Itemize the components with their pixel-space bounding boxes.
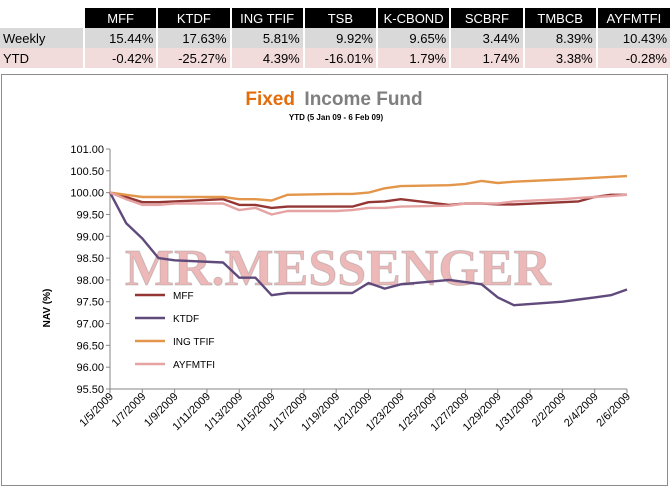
- table-header-row: MFF KTDF ING TFIF TSB K-CBOND SCBRF TMBC…: [0, 8, 670, 28]
- column-header: SCBRF: [449, 8, 524, 28]
- table-cell: -0.28%: [595, 48, 670, 68]
- y-tick-label: 98.50: [76, 253, 104, 265]
- y-tick-label: 97.50: [76, 297, 104, 309]
- column-header: KTDF: [156, 8, 231, 28]
- row-label: Weekly: [0, 28, 84, 48]
- column-header: AYFMTFI: [595, 8, 670, 28]
- series-line-mff: [109, 191, 627, 210]
- x-tick-label: 2/4/2009: [562, 391, 601, 430]
- table-cell: 1.79%: [375, 48, 451, 68]
- y-tick-label: 97.00: [76, 319, 104, 331]
- table-row-weekly: Weekly 15.44% 17.63% 5.81% 9.92% 9.65% 3…: [0, 28, 670, 48]
- table-cell: 15.44%: [82, 28, 158, 48]
- watermark: MR.MESSENGER: [125, 240, 553, 297]
- y-axis-title: NAV (%): [42, 289, 53, 328]
- y-tick-label: 96.00: [76, 362, 104, 374]
- column-header: K-CBOND: [375, 8, 451, 28]
- series-layer: [108, 174, 628, 307]
- series-line-ktdf: [108, 192, 628, 307]
- y-tick-label: 100.00: [70, 188, 104, 200]
- table-cell: 3.38%: [522, 48, 597, 68]
- chart-subtitle: YTD (5 Jan 09 - 6 Feb 09): [289, 113, 384, 122]
- chart-title: Fixed Income Fund: [245, 89, 422, 110]
- x-tick-label: 2/2/2009: [530, 391, 569, 430]
- x-tick-label: 1/7/2009: [110, 391, 149, 430]
- table-cell: 9.65%: [375, 28, 451, 48]
- chart-svg: Fixed Income Fund YTD (5 Jan 09 - 6 Feb …: [42, 89, 633, 434]
- table-cell: 9.92%: [302, 28, 377, 48]
- table-cell: -16.01%: [302, 48, 377, 68]
- table-cell: 10.43%: [595, 28, 670, 48]
- chart-area: Fixed Income Fund YTD (5 Jan 09 - 6 Feb …: [1, 74, 668, 486]
- x-tick-label: 2/6/2009: [594, 391, 633, 430]
- legend-label: MFF: [173, 291, 194, 302]
- legend: MFF KTDF ING TFIF AYFMTFI: [135, 291, 215, 371]
- y-tick-label: 95.50: [76, 384, 104, 396]
- y-tick-label: 100.50: [70, 166, 104, 178]
- series-line-ayfmtfi: [109, 191, 628, 216]
- table-row-ytd: YTD -0.42% -25.27% 4.39% -16.01% 1.79% 1…: [0, 48, 670, 68]
- series-line-ing-tfif: [109, 174, 628, 202]
- table-cell: 1.74%: [449, 48, 524, 68]
- x-tick-label: 1/5/2009: [77, 391, 116, 430]
- row-label: YTD: [0, 48, 84, 68]
- y-tick-label: 101.00: [70, 144, 104, 156]
- table-corner-cell: [0, 8, 84, 28]
- table-cell: 8.39%: [522, 28, 597, 48]
- column-header: TMBCB: [522, 8, 597, 28]
- y-tick-label: 98.00: [76, 275, 104, 287]
- table-cell: 17.63%: [156, 28, 231, 48]
- table-cell: 5.81%: [229, 28, 304, 48]
- y-tick-label: 99.50: [76, 209, 104, 221]
- legend-label: AYFMTFI: [173, 360, 215, 371]
- column-header: TSB: [302, 8, 377, 28]
- legend-label: KTDF: [173, 314, 199, 325]
- table-cell: -0.42%: [82, 48, 158, 68]
- table-cell: -25.27%: [156, 48, 231, 68]
- chart-title-rest: Income Fund: [304, 89, 422, 110]
- column-header: MFF: [82, 8, 158, 28]
- legend-label: ING TFIF: [173, 337, 214, 348]
- table-cell: 4.39%: [229, 48, 304, 68]
- table-cell: 3.44%: [449, 28, 524, 48]
- y-tick-label: 96.50: [76, 340, 104, 352]
- y-tick-label: 99.00: [76, 231, 104, 243]
- column-header: ING TFIF: [229, 8, 304, 28]
- chart-title-highlight: Fixed: [245, 89, 295, 110]
- performance-table: MFF KTDF ING TFIF TSB K-CBOND SCBRF TMBC…: [0, 8, 670, 68]
